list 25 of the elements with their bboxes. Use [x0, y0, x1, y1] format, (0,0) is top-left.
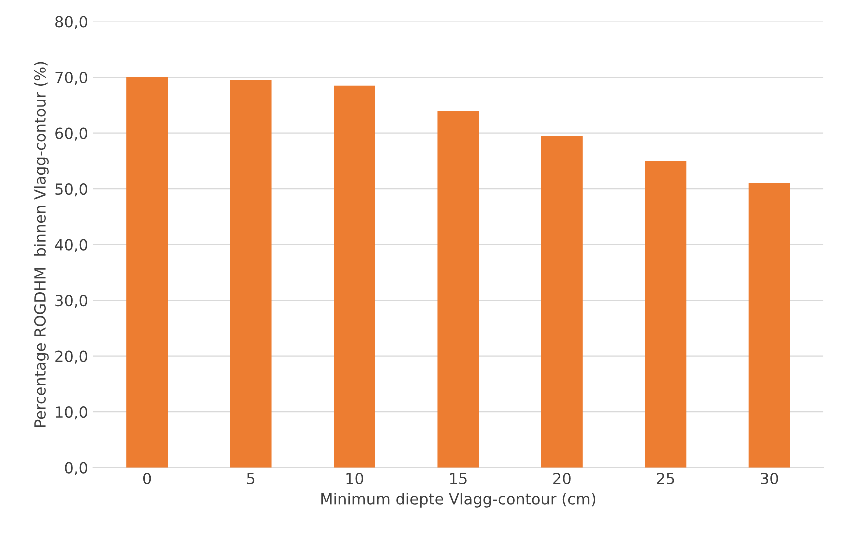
bar	[438, 110, 480, 468]
y-tick-label: 20,0	[56, 350, 88, 364]
x-tick-label: 15	[450, 473, 467, 485]
y-tick-label: 50,0	[56, 184, 88, 197]
bar	[541, 136, 583, 468]
y-tick-label: 70,0	[56, 72, 88, 86]
bar	[748, 183, 790, 468]
y-tick-label: 10,0	[56, 406, 88, 420]
bar	[126, 78, 168, 468]
x-tick-label: 5	[247, 473, 255, 485]
y-tick-label: 0,0	[65, 462, 88, 476]
y-tick-label: 30,0	[56, 295, 88, 308]
bar	[334, 86, 376, 468]
bar	[645, 161, 687, 468]
x-tick-label: 30	[761, 472, 778, 485]
y-tick-label: 60,0	[56, 128, 88, 141]
y-tick-label: 40,0	[55, 239, 88, 252]
x-tick-label: 25	[657, 472, 674, 485]
y-tick-label: 80,0	[56, 16, 88, 30]
bar	[230, 80, 272, 468]
x-axis-title: Minimum diepte Vlagg-contour (cm)	[322, 493, 596, 508]
y-axis-title: Percentage ROGDHM binnen Vlagg-contour (%)	[34, 62, 49, 428]
x-tick-label: 0	[143, 472, 152, 485]
x-tick-label: 10	[346, 472, 364, 485]
x-tick-label: 20	[554, 472, 571, 485]
